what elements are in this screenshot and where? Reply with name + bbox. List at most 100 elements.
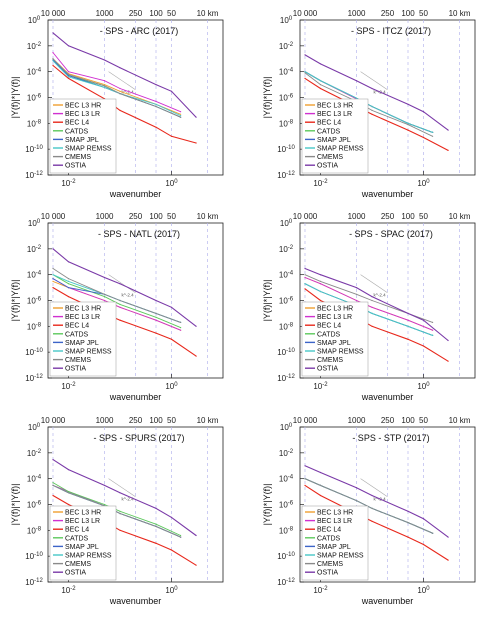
- legend-label: OSTIA: [65, 163, 86, 170]
- panel-title: - SPS - ARC (2017): [100, 26, 179, 36]
- slope-label: k^-2.4: [121, 496, 134, 501]
- y-axis-tick-label: 10-8: [279, 119, 294, 128]
- legend-label: OSTIA: [317, 570, 338, 577]
- legend-box: [49, 98, 117, 174]
- data-point: [319, 84, 322, 86]
- data-point: [304, 484, 306, 486]
- x-axis-tick-label: 10-2: [313, 586, 328, 595]
- y-axis-label: |Y(f)|*|Y(f)|: [10, 77, 20, 119]
- data-point: [52, 287, 54, 289]
- y-axis-tick-label: 10-8: [279, 322, 294, 331]
- y-axis-tick-label: 10-8: [279, 526, 294, 535]
- data-point: [407, 124, 409, 126]
- data-point: [422, 319, 425, 321]
- legend-label: CATDS: [317, 535, 341, 542]
- data-point: [371, 520, 373, 522]
- data-point: [304, 288, 306, 290]
- data-point: [119, 492, 121, 494]
- x-axis-tick-label: 100: [165, 179, 178, 188]
- legend-label: BEC L3 LR: [65, 111, 100, 118]
- data-point: [180, 111, 182, 113]
- top-axis-tick-label: 10 km: [197, 416, 219, 425]
- data-point: [422, 136, 425, 139]
- top-axis-tick-label: 100: [149, 416, 163, 425]
- data-point: [52, 60, 54, 62]
- data-point: [371, 87, 373, 90]
- data-point: [371, 312, 373, 314]
- data-point: [355, 500, 358, 502]
- y-axis-label: |Y(f)|*|Y(f)|: [10, 484, 20, 526]
- data-point: [432, 532, 434, 534]
- data-point: [304, 478, 306, 480]
- legend-label: OSTIA: [317, 163, 338, 170]
- top-axis-tick-label: 1000: [348, 212, 366, 221]
- x-axis-tick-label: 10-2: [61, 382, 76, 391]
- top-axis-tick-label: 50: [167, 212, 176, 221]
- data-point: [52, 64, 54, 67]
- legend-label: SMAP REMSS: [317, 349, 364, 356]
- legend-label: BEC L3 LR: [65, 314, 100, 321]
- legend-label: CATDS: [65, 331, 89, 338]
- x-axis-tick-label: 10-2: [61, 179, 76, 188]
- series-line-catds: [52, 274, 181, 329]
- top-axis-tick-label: 10 000: [293, 212, 318, 221]
- data-point: [155, 312, 157, 314]
- y-axis-tick-label: 10-2: [279, 245, 294, 254]
- data-point: [155, 507, 157, 509]
- data-point: [355, 287, 358, 289]
- top-axis-tick-label: 100: [149, 212, 163, 221]
- data-point: [407, 129, 409, 131]
- legend-label: BEC L4: [317, 527, 341, 534]
- data-point: [119, 512, 121, 515]
- legend-label: BEC L4: [65, 527, 89, 534]
- x-axis-label: wavenumber: [361, 596, 414, 606]
- y-axis-tick-label: 10-8: [27, 526, 42, 535]
- data-point: [195, 116, 197, 118]
- data-point: [355, 299, 358, 302]
- data-point: [447, 339, 449, 342]
- legend-label: CMEMS: [65, 561, 91, 568]
- y-axis-label: |Y(f)|*|Y(f)|: [262, 484, 272, 526]
- data-point: [432, 329, 434, 331]
- data-point: [447, 559, 449, 561]
- data-point: [103, 85, 106, 87]
- legend-label: CMEMS: [317, 561, 343, 568]
- data-point: [447, 360, 449, 362]
- slope-reference-line: [360, 478, 388, 497]
- data-point: [319, 87, 322, 90]
- y-axis-tick-label: 10-8: [27, 119, 42, 128]
- data-point: [422, 345, 425, 347]
- data-point: [304, 267, 306, 270]
- data-point: [371, 113, 373, 115]
- top-axis-tick-label: 10 km: [449, 9, 471, 18]
- data-point: [103, 84, 106, 86]
- y-axis-tick-label: 10-4: [27, 271, 42, 280]
- x-axis-tick-label: 10-2: [313, 179, 328, 188]
- data-point: [371, 299, 373, 302]
- y-axis-tick-label: 10-6: [279, 501, 294, 510]
- data-point: [180, 534, 182, 537]
- data-point: [304, 71, 306, 73]
- spectrum-panel: 10 000 1000 250 100 50 10 km 100 10-2 10-4 10-6 10…: [262, 9, 476, 199]
- data-point: [304, 283, 306, 285]
- data-point: [304, 77, 306, 79]
- data-point: [155, 319, 157, 321]
- data-point: [119, 87, 121, 90]
- data-point: [319, 274, 322, 276]
- data-point: [195, 355, 197, 357]
- x-axis-tick-label: 100: [417, 179, 430, 188]
- slope-label: k^-2.4: [121, 292, 134, 297]
- y-axis-tick-label: 10-10: [277, 348, 295, 357]
- data-point: [155, 84, 157, 86]
- y-axis-tick-label: 10-2: [279, 42, 294, 51]
- data-point: [304, 276, 306, 279]
- data-point: [155, 316, 157, 318]
- y-axis-tick-label: 10-4: [279, 68, 294, 77]
- y-axis-tick-label: 10-12: [25, 578, 43, 587]
- slope-reference-line: [360, 71, 388, 90]
- top-axis-tick-label: 50: [419, 212, 428, 221]
- legend-label: BEC L3 HR: [317, 103, 353, 110]
- data-point: [52, 484, 54, 486]
- data-point: [371, 494, 373, 497]
